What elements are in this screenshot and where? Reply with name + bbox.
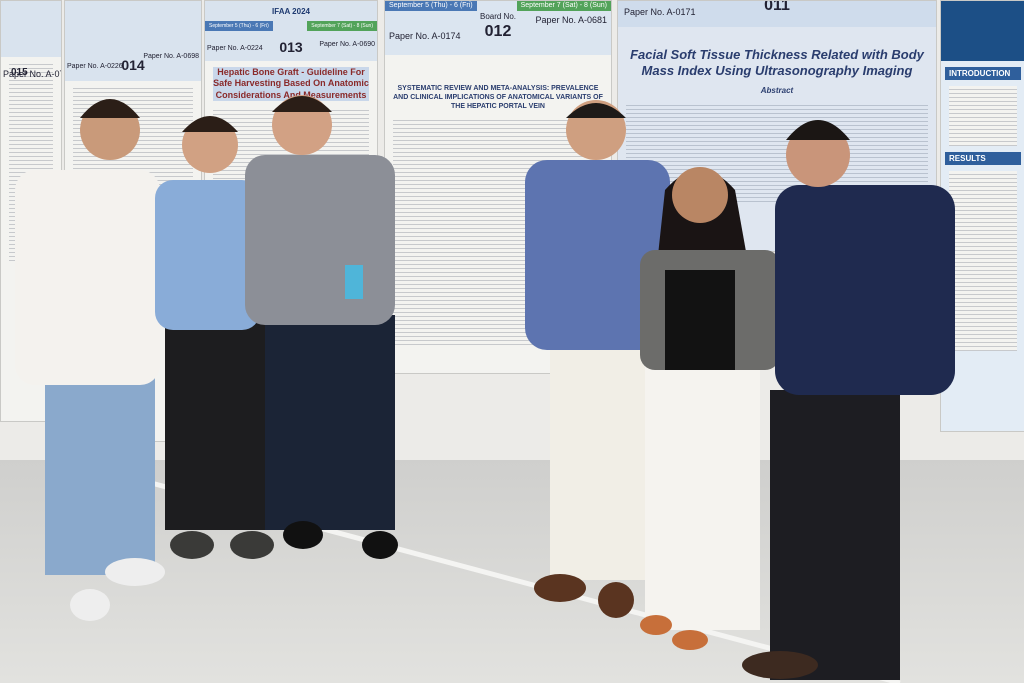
poster-header: September 5 (Thu) - 6 (Fri) September 7 … (385, 1, 611, 55)
paper-number: Paper No. A-0174 (389, 31, 461, 41)
person (742, 120, 955, 680)
person (15, 99, 165, 621)
dates: September 5 (Thu) - 6 (Fri) (385, 1, 477, 11)
dates: September 7 (Sat) - 8 (Sun) (516, 1, 611, 11)
paper-number: Paper No. A-0226 (67, 63, 123, 70)
paper-number: Paper No. A-0701 (3, 69, 61, 79)
poster: INTRODUCTION RESULTS (940, 0, 1024, 432)
board-number: 015 (11, 67, 28, 78)
poster-logo (941, 1, 1024, 61)
dates: September 5 (Thu) - 6 (Fri) (205, 21, 273, 31)
board-number: 013 (279, 39, 303, 55)
dates: September 7 (Sat) - 8 (Sun) (307, 21, 377, 31)
poster-header: IFAA 2024 September 5 (Thu) - 6 (Fri) Se… (205, 1, 377, 61)
person (155, 116, 274, 559)
paper-number: Paper No. A-0698 (143, 53, 199, 60)
section-heading: Abstract (760, 85, 794, 95)
poster-title: Facial Soft Tissue Thickness Related wit… (630, 47, 924, 79)
board-number: 011 (764, 0, 790, 14)
paper-number: Paper No. A-0681 (535, 15, 607, 25)
paper-number: Paper No. A-0171 (624, 7, 696, 17)
board-number: 012 (484, 23, 512, 40)
poster-header: Paper No. A-0701 015 (1, 1, 61, 79)
person (640, 167, 780, 650)
board-number: 014 (121, 57, 145, 73)
event-name: IFAA 2024 (272, 7, 310, 16)
paper-number: Paper No. A-0224 (207, 45, 263, 52)
poster-body (949, 86, 1017, 146)
poster-header: Paper No. A-0171 011 (618, 1, 936, 27)
section-heading: RESULTS (945, 152, 1021, 165)
poster-body (949, 171, 1017, 351)
paper-number: Paper No. A-0690 (319, 41, 375, 48)
poster-title: Hepatic Bone Graft - Guideline For Safe … (213, 67, 369, 101)
person (245, 95, 398, 559)
board-label: Board No. (479, 12, 517, 21)
poster-title: SYSTEMATIC REVIEW AND META-ANALYSIS: PRE… (393, 85, 603, 110)
person (525, 100, 670, 618)
section-heading: INTRODUCTION (945, 67, 1021, 80)
poster-header: 014 Paper No. A-0226 Paper No. A-0698 (65, 1, 201, 81)
